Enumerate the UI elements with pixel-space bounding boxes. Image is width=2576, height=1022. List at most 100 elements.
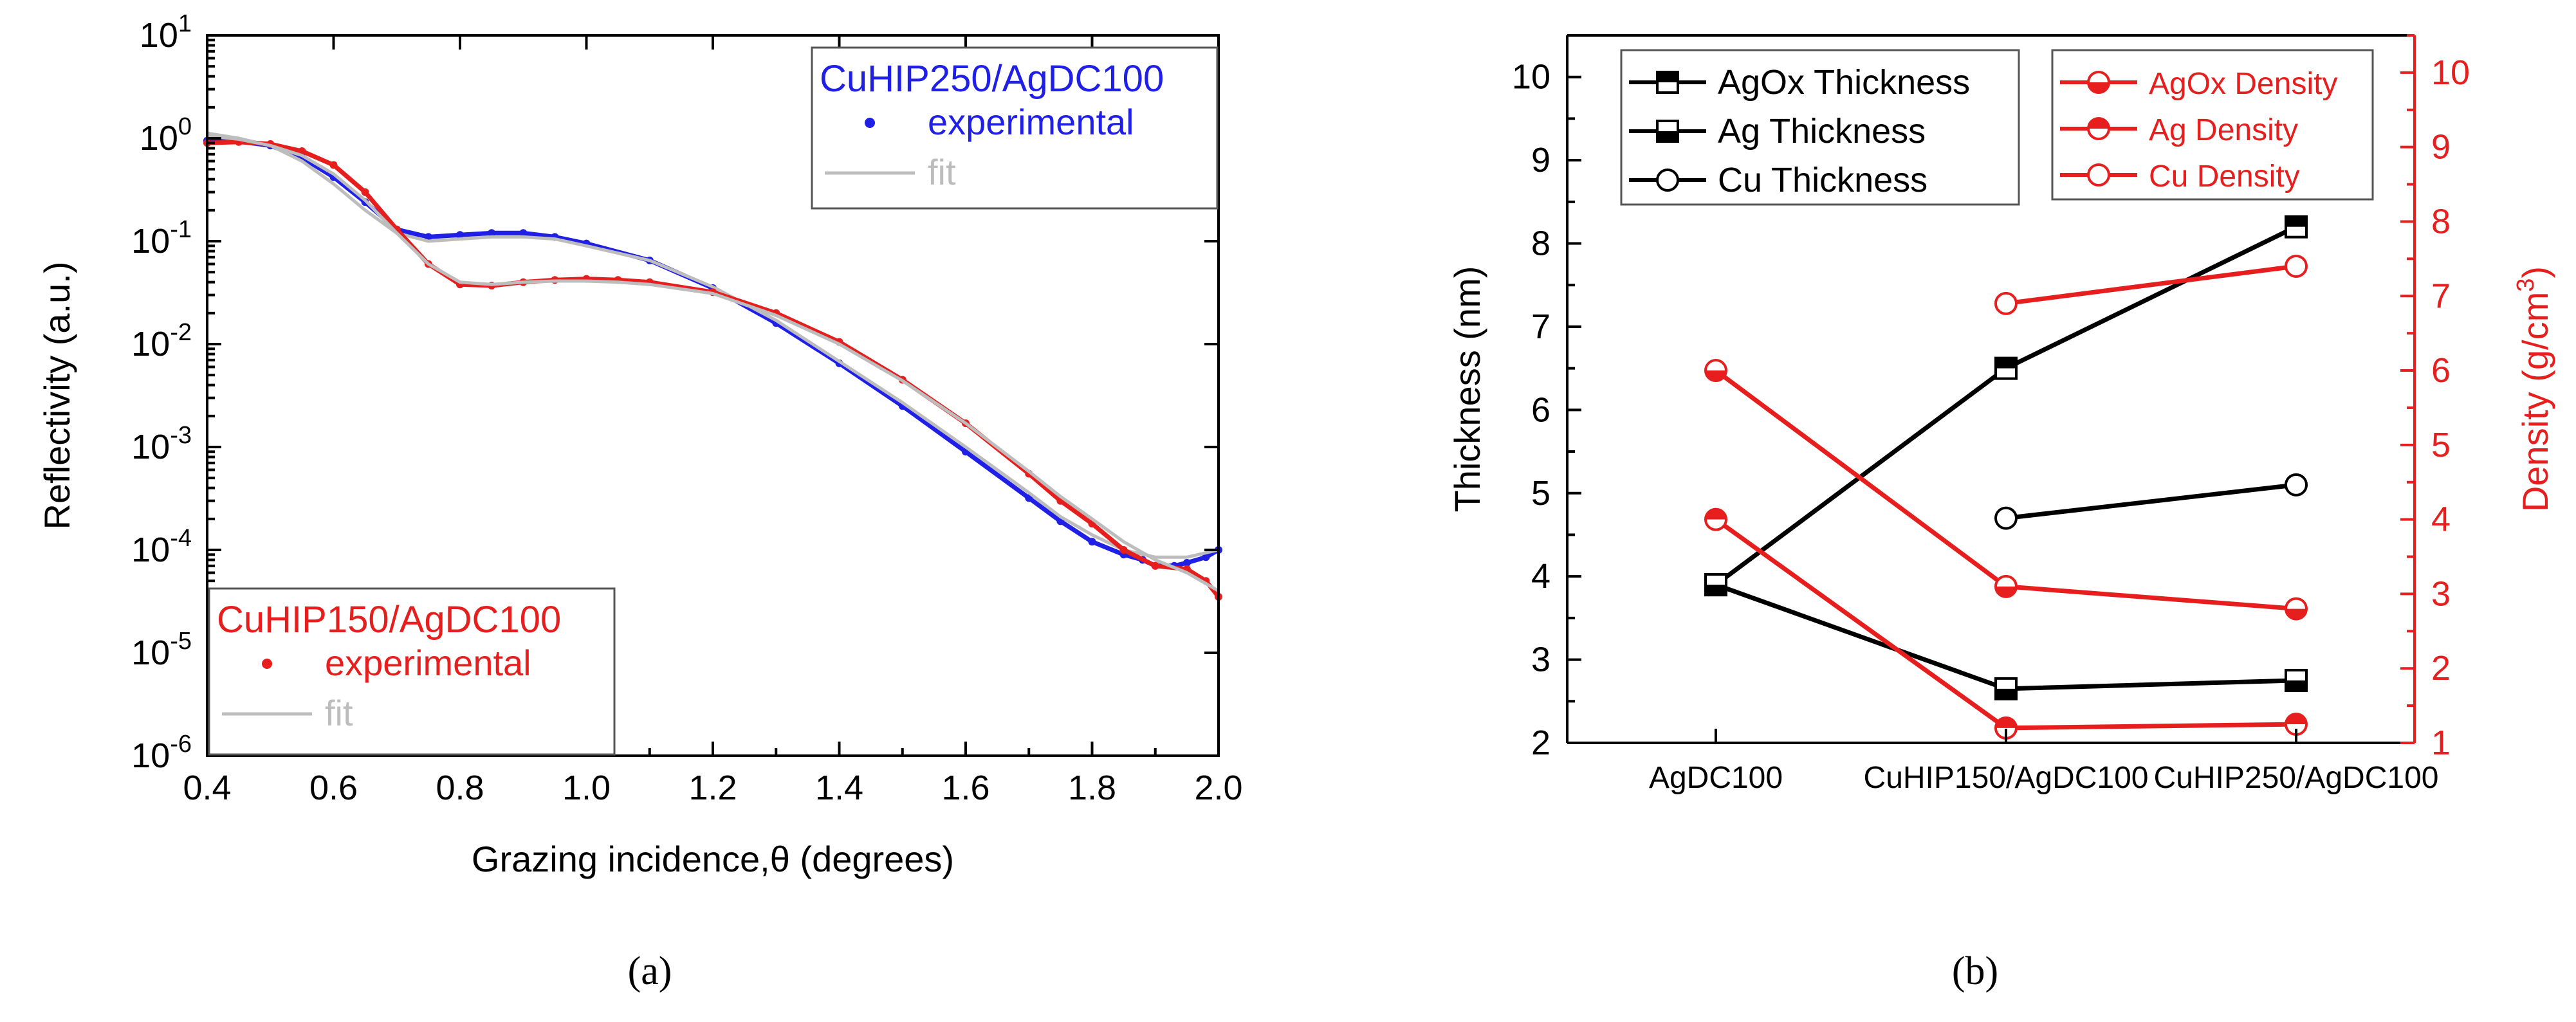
legend-label: experimental bbox=[928, 102, 1134, 142]
legend-marker bbox=[2087, 163, 2110, 187]
series-marker-fill bbox=[1996, 358, 2016, 369]
legend-label: experimental bbox=[325, 643, 531, 683]
data-point bbox=[298, 147, 306, 155]
y-tick-label: 2 bbox=[1531, 724, 1550, 762]
legend-marker-fill bbox=[1657, 131, 1678, 141]
data-point bbox=[488, 229, 496, 237]
y-tick-label: 3 bbox=[1531, 641, 1550, 679]
y-tick-label: 4 bbox=[1531, 557, 1550, 596]
legend-marker bbox=[865, 118, 875, 128]
series-marker-fill bbox=[2286, 680, 2306, 691]
y-tick-label: 101 bbox=[140, 10, 192, 55]
y-tick-label: 8 bbox=[1531, 224, 1550, 263]
x-tick-label: 1.8 bbox=[1068, 769, 1116, 807]
series-marker-fill bbox=[1996, 717, 2016, 728]
data-point bbox=[361, 188, 369, 196]
y2-tick-label: 6 bbox=[2431, 351, 2451, 390]
legend-marker bbox=[1656, 169, 1679, 192]
panel-b-caption: (b) bbox=[1952, 949, 1998, 993]
legend-label: AgOx Thickness bbox=[1718, 63, 1970, 102]
legend-label: Ag Thickness bbox=[1718, 112, 1926, 151]
y2-tick-label: 8 bbox=[2431, 202, 2451, 241]
data-point bbox=[1202, 553, 1210, 561]
series-line-2 bbox=[207, 140, 1220, 599]
data-point bbox=[519, 229, 528, 237]
y-axis-title: Thickness (nm) bbox=[1447, 266, 1487, 513]
series-line-cu-thickness bbox=[2005, 482, 2297, 521]
y2-tick-label: 10 bbox=[2431, 53, 2470, 92]
x-tick-label: 0.4 bbox=[183, 769, 231, 807]
series-marker-fill bbox=[1706, 585, 1726, 596]
legend-box bbox=[811, 46, 1219, 210]
series-marker-fill bbox=[1996, 586, 2016, 597]
legend-density: AgOx Density Ag Density Cu Density bbox=[2051, 49, 2374, 201]
y-tick-label: 10-2 bbox=[131, 319, 192, 363]
series-marker-fill bbox=[1706, 509, 1726, 520]
legend-marker-fill bbox=[2088, 118, 2109, 129]
legend-marker-fill bbox=[1657, 72, 1678, 82]
y2-tick-label: 9 bbox=[2431, 128, 2451, 167]
x-tick-label: 1.0 bbox=[562, 769, 611, 807]
series-marker-fill bbox=[1706, 370, 1726, 381]
panel-a-caption: (a) bbox=[628, 949, 672, 993]
legend-marker-fill bbox=[2088, 82, 2109, 93]
x-tick-label: AgDC100 bbox=[1649, 761, 1783, 795]
y-tick-label: 5 bbox=[1531, 474, 1550, 513]
y2-tick-label: 2 bbox=[2431, 649, 2451, 688]
y-tick-label: 10-1 bbox=[131, 216, 192, 260]
x-tick-label: CuHIP250/AgDC100 bbox=[2154, 761, 2439, 795]
y-axis-title: Reflectivity (a.u.) bbox=[37, 262, 77, 530]
y-tick-label: 10-6 bbox=[131, 731, 192, 775]
legend-title: CuHIP150/AgDC100 bbox=[217, 599, 561, 641]
legend-label: Cu Density bbox=[2149, 160, 2300, 194]
data-point bbox=[329, 161, 338, 169]
y-tick-label: 9 bbox=[1531, 141, 1550, 179]
legend-label: AgOx Density bbox=[2149, 67, 2337, 101]
data-point bbox=[1151, 561, 1159, 570]
series-line-agox-density bbox=[1714, 369, 2297, 612]
series-line-cu-density bbox=[2005, 264, 2297, 306]
legend-label: Ag Density bbox=[2149, 113, 2298, 147]
y-tick-label: 100 bbox=[140, 113, 192, 158]
legend-title: CuHIP250/AgDC100 bbox=[820, 58, 1164, 100]
y-tick-label: 7 bbox=[1531, 307, 1550, 346]
data-point bbox=[456, 231, 464, 239]
y-tick-label: 6 bbox=[1531, 390, 1550, 429]
data-point bbox=[1119, 546, 1128, 554]
y-tick-label: 10-5 bbox=[131, 628, 192, 672]
y2-tick-label: 5 bbox=[2431, 426, 2451, 464]
x-tick-label: 0.8 bbox=[436, 769, 484, 807]
legend-box bbox=[208, 587, 616, 756]
series-marker bbox=[2285, 254, 2308, 278]
y2-tick-label: 1 bbox=[2431, 724, 2451, 762]
legend-thickness: AgOx Thickness Ag Thickness Cu Thickness bbox=[1620, 49, 2020, 206]
data-point bbox=[1182, 559, 1191, 567]
legend-label: fit bbox=[325, 693, 353, 733]
x-tick-label: CuHIP150/AgDC100 bbox=[1864, 761, 2149, 795]
data-point bbox=[1088, 538, 1096, 546]
series-marker-fill bbox=[2286, 608, 2306, 619]
y2-axis-title: Density (g/cm3) bbox=[2512, 266, 2555, 512]
x-tick-label: 2.0 bbox=[1194, 769, 1242, 807]
y-tick-label: 10 bbox=[1512, 58, 1550, 96]
series-marker bbox=[2285, 473, 2308, 497]
x-tick-label: 1.2 bbox=[688, 769, 737, 807]
panel-a-chart: 0.4 0.6 0.8 1.0 1.2 1.4 1.6 1.8 2.0 10-6 10-5 10-4 1… bbox=[37, 10, 1243, 879]
series-line-agox-thickness bbox=[1714, 224, 2297, 587]
series-line-3 bbox=[207, 134, 1220, 592]
y-tick-label: 10-4 bbox=[131, 525, 192, 569]
series-marker-fill bbox=[2286, 714, 2306, 725]
y2-tick-label: 3 bbox=[2431, 574, 2451, 613]
y-tick-label: 10-3 bbox=[131, 422, 192, 466]
legend-marker bbox=[262, 659, 272, 669]
legend-label: Cu Thickness bbox=[1718, 161, 1927, 199]
panel-b-chart: 2 3 4 5 6 7 8 9 10 1 2 3 4 5 6 7 8 9 10 AgDC100 CuHIP150/AgD… bbox=[1447, 34, 2555, 795]
series-marker bbox=[1994, 506, 2018, 530]
x-tick-label: 0.6 bbox=[309, 769, 358, 807]
data-point bbox=[424, 233, 432, 241]
x-tick-label: 1.6 bbox=[941, 769, 989, 807]
x-tick-label: 1.4 bbox=[815, 769, 863, 807]
